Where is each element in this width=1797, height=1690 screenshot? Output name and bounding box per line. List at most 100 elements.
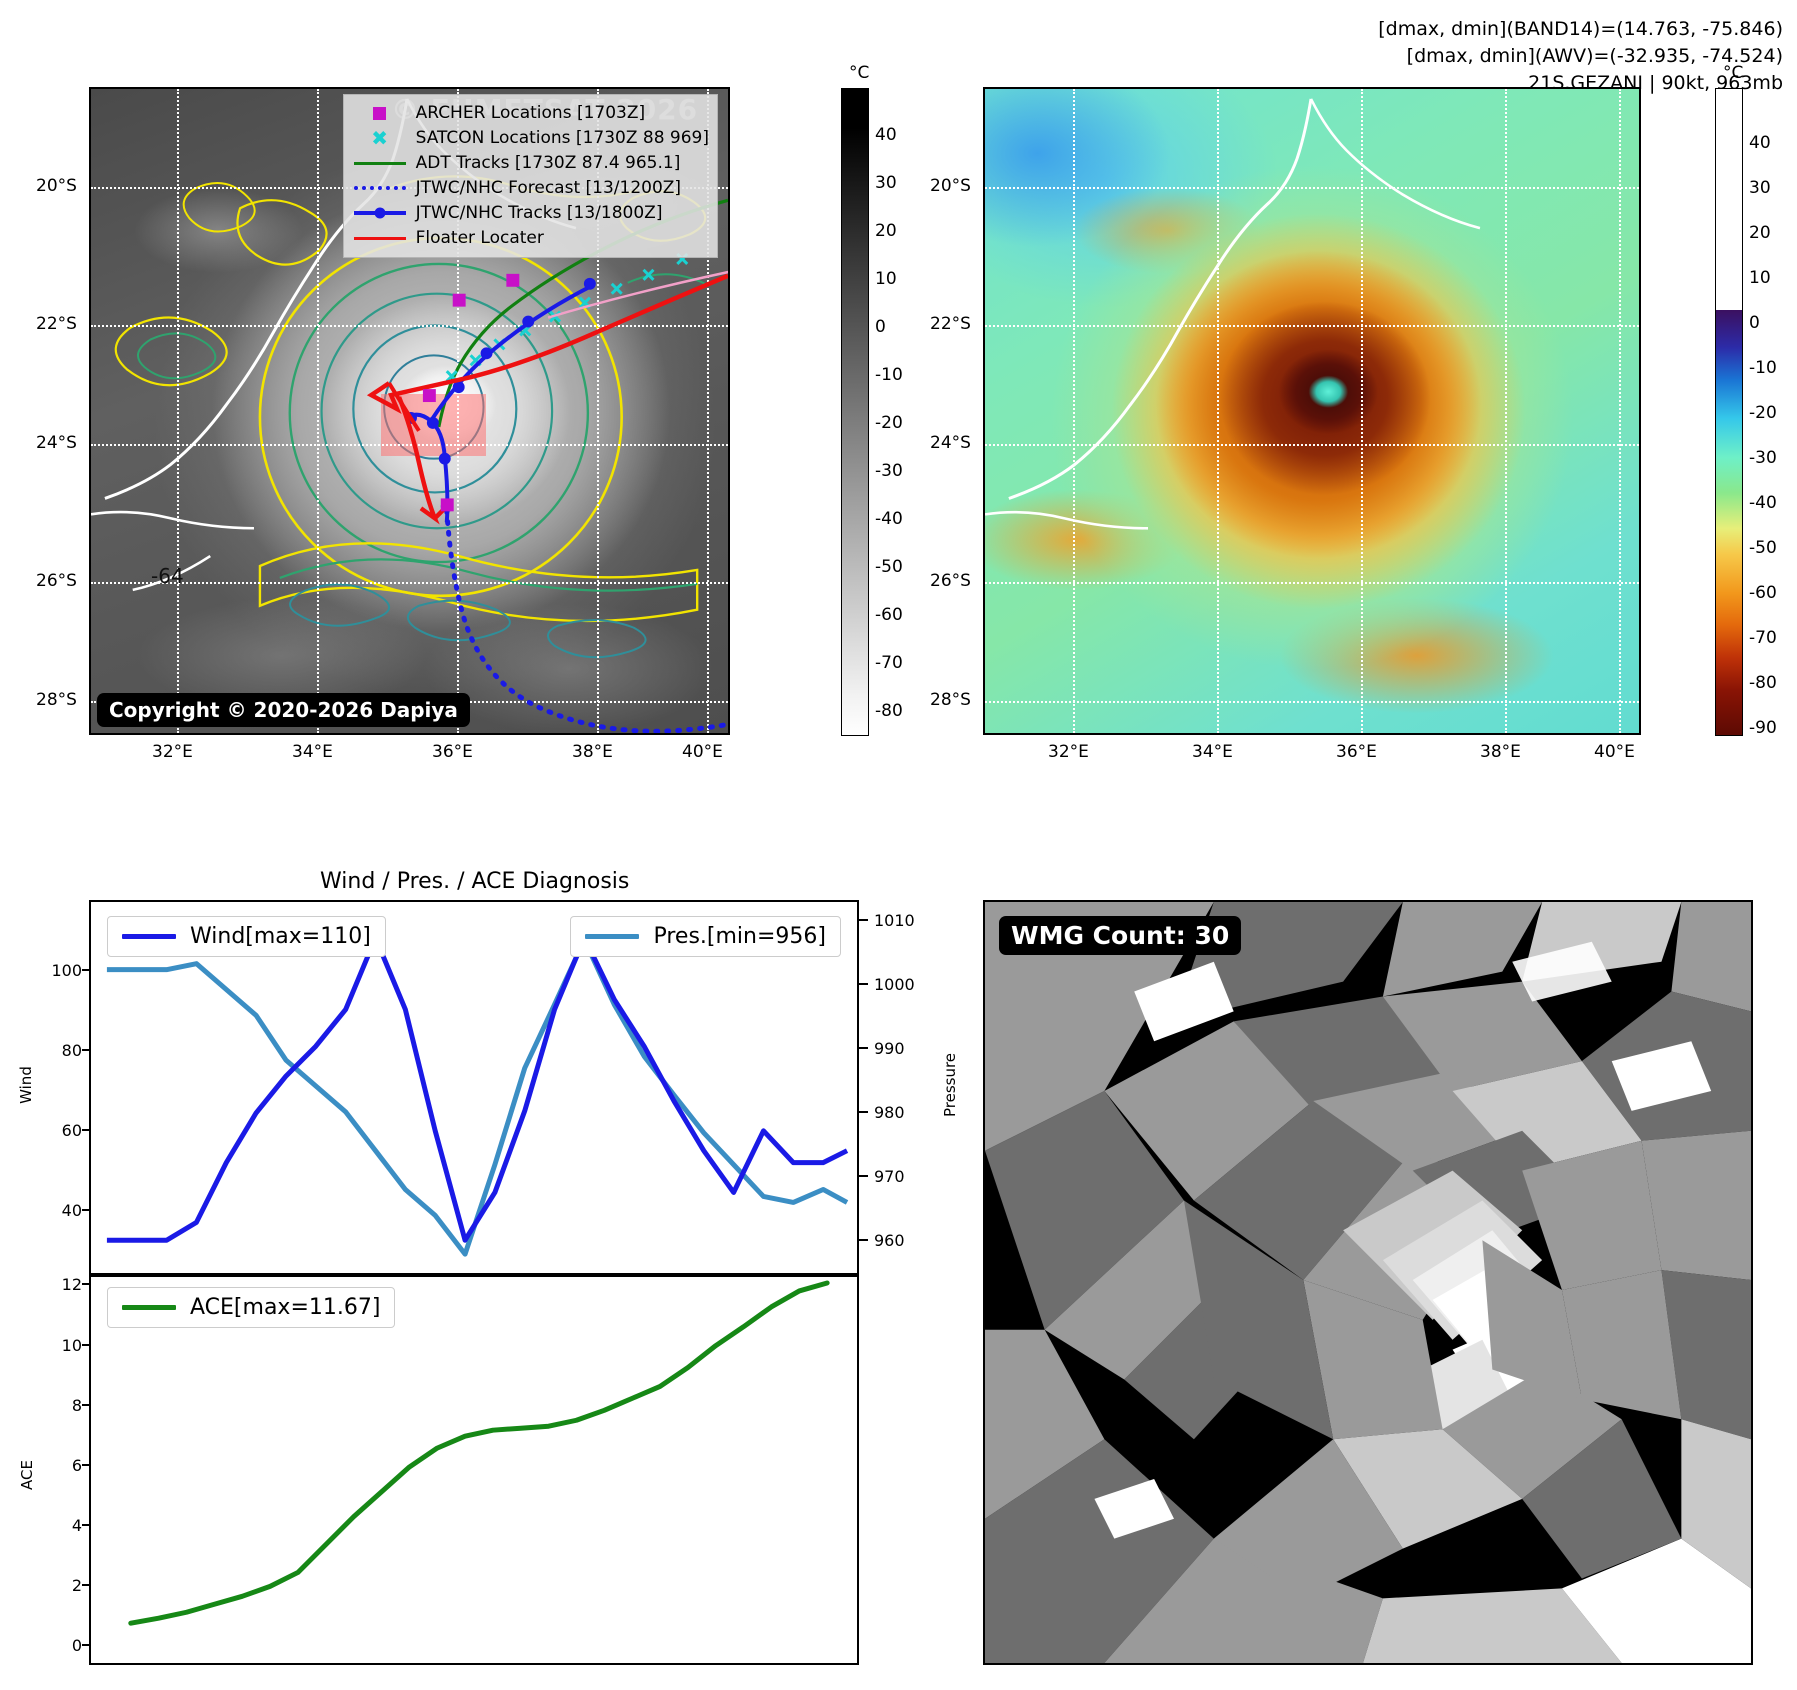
cbar-tick: -20 xyxy=(1749,403,1777,423)
ace-axis-label: ACE xyxy=(18,1460,36,1490)
wind-legend[interactable]: Wind[max=110] xyxy=(107,916,386,957)
map-gridline-lon xyxy=(597,89,599,733)
wind-tickmark xyxy=(82,969,91,971)
cbar-tick: -80 xyxy=(1749,673,1777,693)
legend-row-adt: ADT Tracks [1730Z 87.4 965.1] xyxy=(352,151,709,176)
cbar-tick: -10 xyxy=(1749,358,1777,378)
cbar-tick: -40 xyxy=(1749,493,1777,513)
right-map-lat-22s: 22°S xyxy=(930,314,971,334)
pressure-legend-label: Pres.[min=956] xyxy=(653,924,826,949)
pressure-axis-label: Pressure xyxy=(941,1052,959,1118)
right-map-lon-32e: 32°E xyxy=(1048,742,1089,762)
wmg-panel[interactable]: WMG Count: 30 xyxy=(983,900,1753,1665)
map-gridline-lon xyxy=(177,89,179,733)
cbar-tick: -30 xyxy=(1749,448,1777,468)
diagnosis-section-title: Wind / Pres. / ACE Diagnosis xyxy=(320,869,630,894)
header-stats: [dmax, dmin](BAND14)=(14.763, -75.846) [… xyxy=(1378,16,1783,97)
cbar-tick: -60 xyxy=(1749,583,1777,603)
cbar-tick: 10 xyxy=(1749,268,1771,288)
legend-label-tracks: JTWC/NHC Tracks [13/1800Z] xyxy=(415,202,663,223)
ace-tick-2: 2 xyxy=(71,1576,82,1595)
ace-tickmark xyxy=(82,1464,91,1466)
pres-tickmark xyxy=(859,983,868,985)
stat-band14: [dmax, dmin](BAND14)=(14.763, -75.846) xyxy=(1378,18,1783,40)
cbar-tick: -80 xyxy=(875,701,903,721)
wind-tick-100: 100 xyxy=(51,961,82,980)
legend-row-forecast: JTWC/NHC Forecast [13/1200Z] xyxy=(352,176,709,201)
pres-tick-980: 980 xyxy=(874,1103,905,1122)
left-map-lat-22s: 22°S xyxy=(36,314,77,334)
right-map-lon-34e: 34°E xyxy=(1192,742,1233,762)
right-map-lon-36e: 36°E xyxy=(1336,742,1377,762)
x-marker-icon: ✖ xyxy=(371,126,388,151)
map-gridline-lat xyxy=(91,325,728,327)
cbar-tick: 0 xyxy=(875,317,886,337)
cbar-tick: -10 xyxy=(875,365,903,385)
cbar-tick: -90 xyxy=(1749,718,1777,738)
wind-tickmark xyxy=(82,1049,91,1051)
awv-map-panel[interactable] xyxy=(983,87,1641,735)
red-line-icon xyxy=(352,236,408,240)
cbar-tick: 20 xyxy=(875,221,897,241)
cbar-tick: 30 xyxy=(875,173,897,193)
cbar-tick: -40 xyxy=(875,509,903,529)
ace-tick-4: 4 xyxy=(71,1516,82,1535)
ace-legend-swatch xyxy=(122,1305,176,1310)
right-map-lat-28s: 28°S xyxy=(930,690,971,710)
right-map-lat-24s: 24°S xyxy=(930,433,971,453)
ir-enhanced-imagery xyxy=(985,89,1639,733)
left-map-lat-24s: 24°S xyxy=(36,433,77,453)
wmg-mosaic xyxy=(985,902,1751,1663)
ace-chart[interactable]: ACE[max=11.67] xyxy=(89,1275,859,1665)
pres-tickmark xyxy=(859,1239,868,1241)
left-colorbar xyxy=(841,88,869,736)
pres-tick-990: 990 xyxy=(874,1039,905,1058)
copyright-badge: Copyright © 2020-2026 Dapiya xyxy=(97,693,470,727)
left-map-lat-26s: 26°S xyxy=(36,571,77,591)
ace-tickmark xyxy=(82,1344,91,1346)
cbar-tick: 40 xyxy=(875,125,897,145)
map-gridline-lon xyxy=(1505,89,1507,733)
map-gridline-lat xyxy=(91,582,728,584)
map-legend[interactable]: ARCHER Locations [1703Z] ✖ SATCON Locati… xyxy=(342,94,718,258)
legend-label-adt: ADT Tracks [1730Z 87.4 965.1] xyxy=(415,152,681,173)
wind-tick-40: 40 xyxy=(61,1201,82,1220)
wind-pressure-chart[interactable]: Wind[max=110] Pres.[min=956] xyxy=(89,900,859,1275)
pres-tick-970: 970 xyxy=(874,1167,905,1186)
legend-row-tracks: JTWC/NHC Tracks [13/1800Z] xyxy=(352,201,709,226)
legend-label-floater: Floater Locater xyxy=(415,227,544,248)
wind-tick-80: 80 xyxy=(61,1041,82,1060)
map-gridline-lat xyxy=(985,701,1639,703)
legend-row-floater: Floater Locater xyxy=(352,226,709,251)
legend-label-satcon: SATCON Locations [1730Z 88 969] xyxy=(415,127,709,148)
stat-awv: [dmax, dmin](AWV)=(-32.935, -74.524) xyxy=(1406,44,1783,67)
cbar-tick: 30 xyxy=(1749,178,1771,198)
right-map-coastline xyxy=(985,98,1481,530)
map-gridline-lat xyxy=(985,325,1639,327)
cbar-tick: -70 xyxy=(875,653,903,673)
wind-pressure-plot xyxy=(106,935,849,1257)
pressure-legend[interactable]: Pres.[min=956] xyxy=(570,916,841,957)
legend-row-archer: ARCHER Locations [1703Z] xyxy=(352,101,709,126)
left-map-lat-28s: 28°S xyxy=(36,690,77,710)
map-gridline-lon xyxy=(1217,89,1219,733)
pres-tick-960: 960 xyxy=(874,1231,905,1250)
pres-tickmark xyxy=(859,919,868,921)
cbar-tick: 20 xyxy=(1749,223,1771,243)
cbar-tick: -50 xyxy=(875,557,903,577)
left-colorbar-unit: °C xyxy=(849,63,870,83)
cbar-tick: -70 xyxy=(1749,628,1777,648)
map-gridline-lat xyxy=(985,187,1639,189)
wind-legend-swatch xyxy=(122,934,176,939)
square-marker-icon xyxy=(352,106,408,120)
ace-tick-0: 0 xyxy=(71,1636,82,1655)
cbar-tick: 10 xyxy=(875,269,897,289)
ace-legend[interactable]: ACE[max=11.67] xyxy=(107,1287,396,1328)
cbar-tick: -20 xyxy=(875,413,903,433)
cbar-tick: -50 xyxy=(1749,538,1777,558)
right-colorbar xyxy=(1715,88,1743,736)
band14-map-panel[interactable]: © EUMETSAT 2026 -64 Copyright © 2020-202… xyxy=(89,87,730,735)
map-gridline-lon xyxy=(1619,89,1621,733)
map-gridline-lat xyxy=(91,444,728,446)
legend-label-archer: ARCHER Locations [1703Z] xyxy=(415,103,646,123)
